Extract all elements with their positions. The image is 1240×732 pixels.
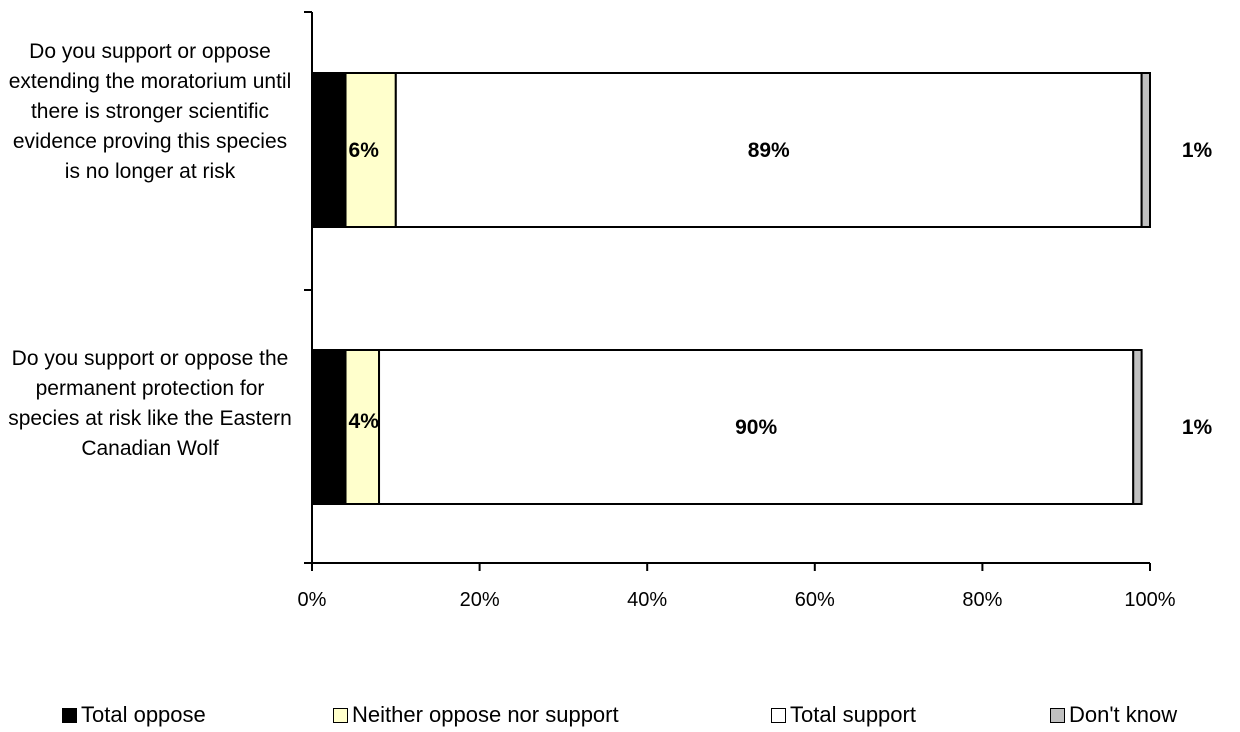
data-label-neither-oppose-nor-support-2: 4%: [349, 410, 380, 433]
bar-total-support-2: [378, 349, 1135, 505]
legend-swatch-dont-know: [1050, 707, 1065, 723]
x-tick-label-5: 100%: [1124, 589, 1175, 611]
category-label-2: Do you support or oppose the permanent p…: [8, 347, 292, 460]
data-label-neither-oppose-nor-support-1: 6%: [349, 139, 380, 162]
legend-swatch-total-oppose: [62, 707, 77, 723]
legend-label-total-oppose: Total oppose: [81, 702, 206, 727]
bar-don-t-know-1: [1140, 72, 1151, 228]
bar-don-t-know-2: [1132, 349, 1143, 505]
x-tick-label-3: 60%: [795, 589, 835, 611]
bar-neither-oppose-nor-support-2: [344, 349, 381, 505]
bars-group: 4% 6% 89% 1%4% 4% 90% 1%: [311, 72, 1213, 505]
x-tick-label-2: 40%: [627, 589, 667, 611]
legend-item-total-oppose: Total oppose: [62, 702, 206, 728]
category-label-1: Do you support or oppose extending the m…: [8, 40, 292, 183]
bar-total-support-1: [394, 72, 1143, 228]
data-label-don-t-know-1: 1%: [1182, 139, 1213, 162]
legend-label-neither: Neither oppose nor support: [352, 702, 619, 727]
x-tick-label-0: 0%: [298, 589, 327, 611]
legend-swatch-neither: [333, 707, 348, 723]
data-label-total-oppose-2: 4%: [314, 416, 345, 439]
legend: Total oppose Neither oppose nor support …: [0, 702, 1240, 732]
data-label-don-t-know-2: 1%: [1182, 416, 1213, 439]
x-tick-label-4: 80%: [962, 589, 1002, 611]
legend-item-total-support: Total support: [771, 702, 916, 728]
data-label-total-support-2: 90%: [735, 416, 777, 439]
data-label-total-oppose-1: 4%: [314, 139, 345, 162]
legend-swatch-total-support: [771, 707, 786, 723]
legend-item-dont-know: Don't know: [1050, 702, 1177, 728]
x-tick-label-1: 20%: [460, 589, 500, 611]
legend-item-neither: Neither oppose nor support: [333, 702, 619, 728]
legend-label-dont-know: Don't know: [1069, 702, 1178, 727]
bar-neither-oppose-nor-support-1: [344, 72, 397, 228]
data-label-total-support-1: 89%: [748, 139, 790, 162]
x-axis-ticks: 0% 20% 40% 60% 80% 100%: [298, 11, 1176, 611]
legend-label-total-support: Total support: [790, 702, 916, 727]
